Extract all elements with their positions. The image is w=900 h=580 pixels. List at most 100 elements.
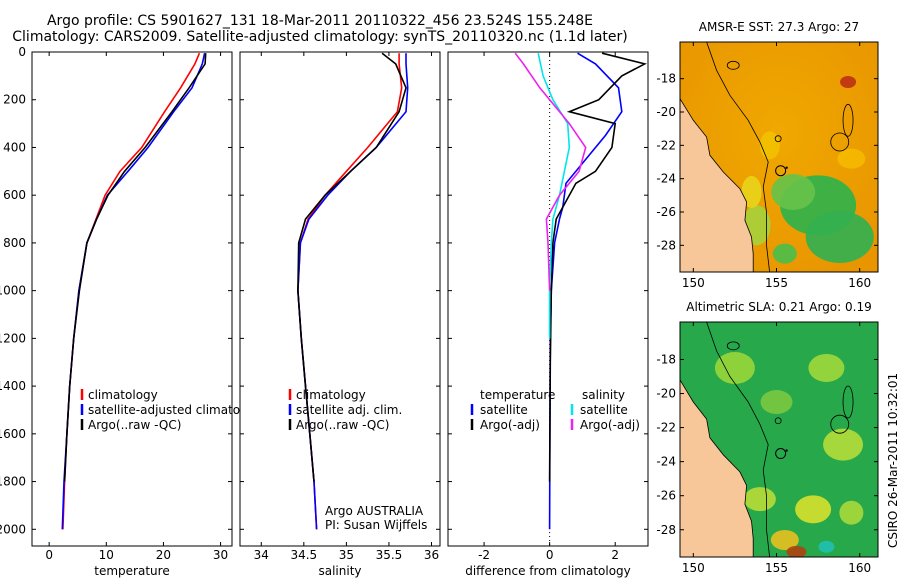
legend-entry: satellite adj. clim.: [296, 403, 402, 417]
map-x-tick-label: 150: [682, 561, 705, 575]
map-x-tick-label: 155: [765, 561, 788, 575]
legend-entry: Argo(..raw -QC): [88, 418, 181, 432]
sst-cool-blob: [837, 148, 866, 169]
map-panel-2: Altimetric SLA: 0.21 Argo: 0.19 -18 -20 -22…: [656, 300, 879, 575]
sla-anomaly-blob: [808, 353, 845, 382]
land-mass: [680, 97, 754, 272]
sst-cool-blob: [805, 211, 874, 263]
float-position-dot: [785, 449, 788, 452]
figure-title-line1: Argo profile: CS 5901627_131 18-Mar-2011…: [46, 13, 594, 29]
y-tick-label: 800: [3, 236, 26, 250]
sst-hot-spot: [840, 76, 857, 88]
map-y-tick-label: -22: [656, 421, 676, 435]
float-position-marker: [775, 165, 787, 177]
map-y-tick-label: -24: [656, 455, 676, 469]
map-field: [680, 322, 878, 557]
x-axis-label: difference from climatology: [465, 564, 631, 578]
legend-entry: Argo(-adj): [580, 418, 640, 432]
bathymetry-contour: [842, 385, 854, 419]
map-y-tick-label: -24: [656, 172, 676, 186]
bathymetry-contour: [726, 60, 740, 70]
x-axis-label: temperature: [94, 564, 169, 578]
sla-anomaly-blob: [818, 540, 835, 553]
y-tick-label: 200: [3, 93, 26, 107]
map-x-tick-label: 160: [848, 276, 871, 290]
bathymetry-contour: [774, 135, 782, 143]
sla-anomaly-blob: [795, 495, 832, 524]
panel-annotation: Argo AUSTRALIA: [325, 504, 424, 518]
map-y-tick-label: -20: [656, 105, 676, 119]
map-title: AMSR-E SST: 27.3 Argo: 27: [699, 20, 859, 34]
x-tick-label: 35: [339, 548, 354, 562]
map-y-tick-label: -26: [656, 205, 676, 219]
bathymetry-contour: [706, 42, 771, 272]
plot-frame: [239, 51, 441, 547]
y-tick-label: 1600: [0, 427, 26, 441]
x-axis-label: salinity: [318, 564, 361, 578]
map-title: Altimetric SLA: 0.21 Argo: 0.19: [686, 300, 871, 314]
map-y-tick-label: -28: [656, 238, 676, 252]
legend-entry: climatology: [88, 388, 158, 402]
y-tick-label: 1800: [0, 475, 26, 489]
legend-entry: climatology: [296, 388, 366, 402]
sla-anomaly-blob: [714, 351, 755, 384]
x-tick-label: 10: [99, 548, 114, 562]
x-tick-label: 34: [254, 548, 269, 562]
sla-anomaly-blob: [839, 500, 864, 525]
series-line-2: [548, 52, 647, 482]
sla-anomaly-blob: [760, 390, 793, 415]
y-tick-label: 1200: [0, 331, 26, 345]
y-tick-label: 600: [3, 188, 26, 202]
credit-label: CSIRO 26-Mar-2011 10:32:01: [886, 372, 900, 548]
profile-panel-1: 0 200 400 600 800 1000 1200 1400 1600 1800 2000 0 10…: [0, 45, 266, 578]
panel-annotation: PI: Susan Wijffels: [325, 518, 427, 532]
bathymetry-contour: [774, 417, 782, 425]
map-y-tick-label: -28: [656, 523, 676, 537]
y-tick-label: 1400: [0, 379, 26, 393]
sla-anomaly-blob: [786, 545, 807, 557]
map-y-tick-label: -20: [656, 387, 676, 401]
y-tick-label: 400: [3, 140, 26, 154]
float-position-marker: [775, 448, 787, 460]
legend-entry: Argo(-adj): [480, 418, 540, 432]
sst-cool-blob: [771, 174, 816, 210]
map-y-tick-label: -18: [656, 352, 676, 366]
land-mass: [680, 379, 754, 557]
profile-panel-3: -2 0 2 difference from climatology temperatu…: [447, 51, 649, 578]
figure-title-line2: Climatology: CARS2009. Satellite-adjuste…: [12, 29, 628, 45]
y-tick-label: 2000: [0, 522, 26, 536]
y-tick-label: 1000: [0, 284, 26, 298]
map-frame: [679, 41, 879, 273]
x-tick-label: 34.5: [290, 548, 317, 562]
x-tick-label: -2: [478, 548, 490, 562]
sla-anomaly-blob: [770, 529, 799, 550]
map-field: [680, 42, 878, 272]
bathymetry-contour: [830, 414, 850, 434]
legend-heading: salinity: [582, 388, 625, 402]
series-line-4: [514, 52, 587, 291]
map-panel-1: AMSR-E SST: 27.3 Argo: 27 -18 -20 -22 -24 -26…: [656, 20, 879, 290]
x-tick-label: 2: [611, 548, 619, 562]
map-x-tick-label: 155: [765, 276, 788, 290]
x-tick-label: 0: [546, 548, 554, 562]
plot-frame: [447, 51, 649, 547]
plot-frame: [31, 51, 233, 547]
bathymetry-contour: [842, 103, 854, 137]
map-x-tick-label: 160: [848, 561, 871, 575]
sst-cool-blob: [741, 176, 762, 208]
float-position-dot: [785, 166, 788, 169]
legend-entry: satellite: [480, 403, 528, 417]
series-line-3: [63, 53, 207, 482]
map-y-tick-label: -26: [656, 489, 676, 503]
map-y-tick-label: -18: [656, 72, 676, 86]
x-tick-label: 20: [156, 548, 171, 562]
legend-entry: satellite: [580, 403, 628, 417]
x-tick-label: 30: [213, 548, 228, 562]
map-x-tick-label: 150: [682, 276, 705, 290]
map-y-tick-label: -22: [656, 138, 676, 152]
bathymetry-contour: [830, 132, 850, 152]
series-line-3: [537, 53, 571, 339]
sla-anomaly-blob: [823, 428, 864, 461]
legend-heading: temperature: [480, 388, 555, 402]
